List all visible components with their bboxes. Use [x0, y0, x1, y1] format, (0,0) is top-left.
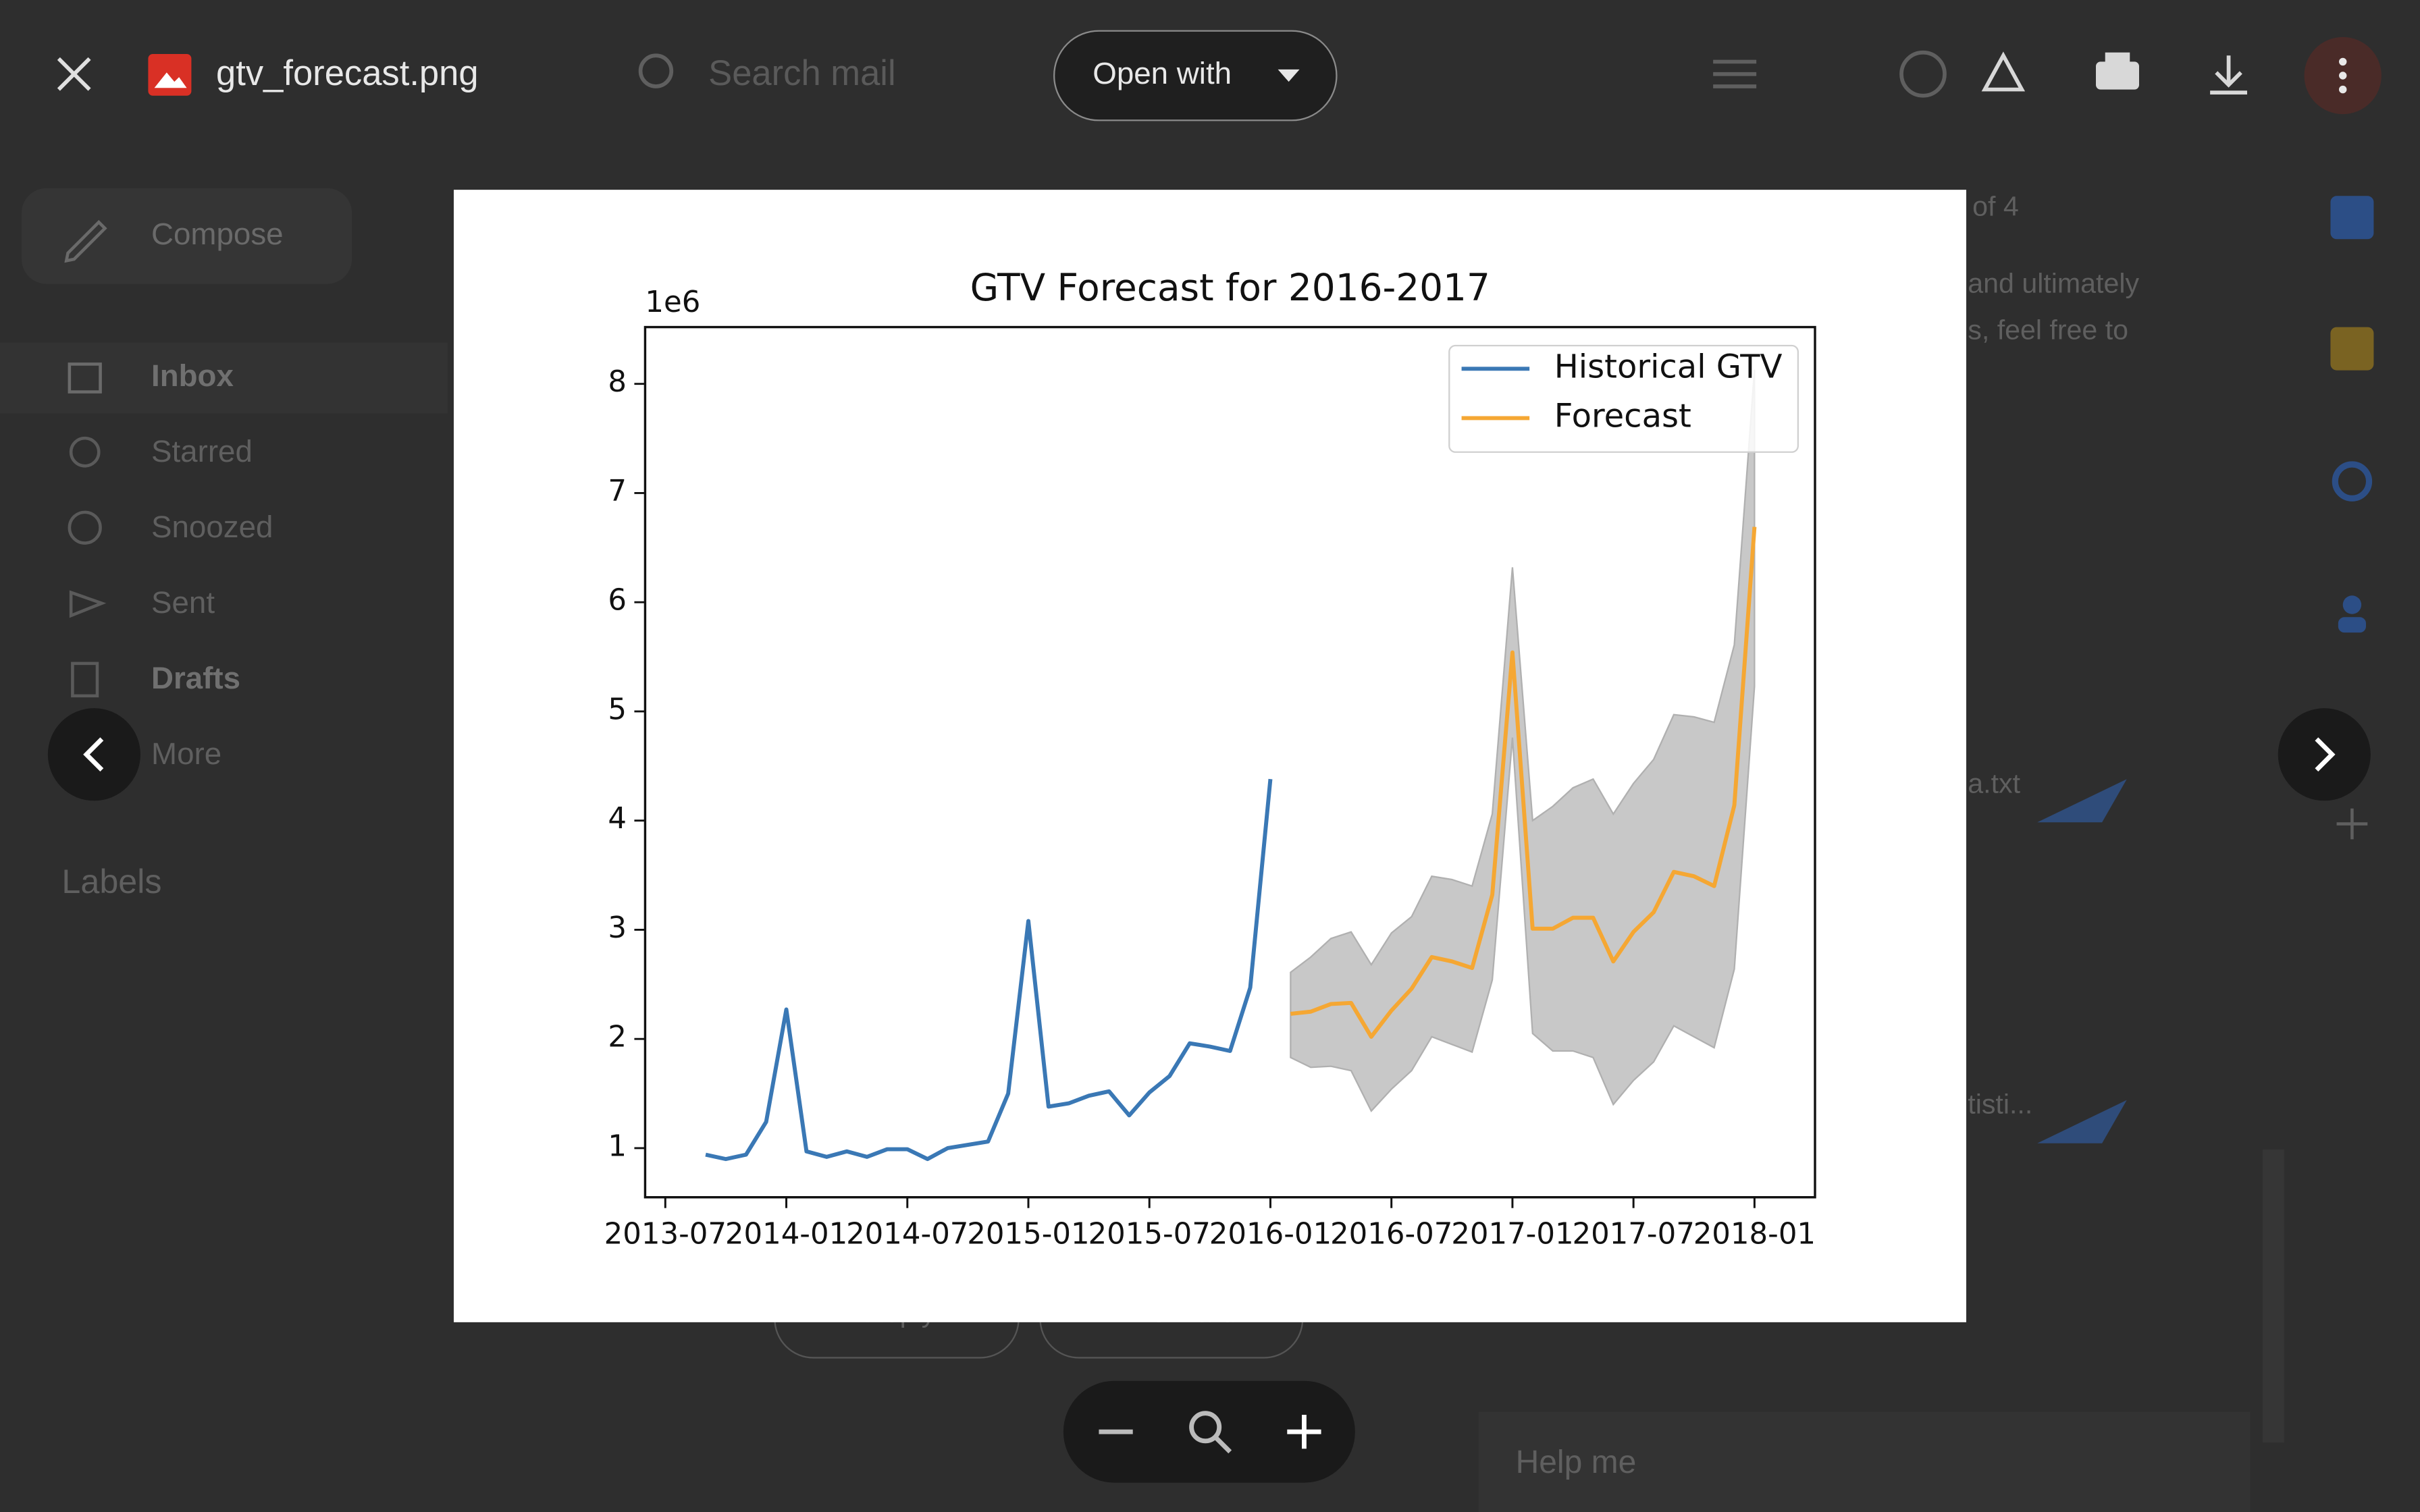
more-dot [2339, 72, 2347, 80]
axis-offset-label: 1e6 [645, 286, 700, 319]
file-icon [148, 54, 192, 96]
inbox-icon [68, 362, 102, 394]
print-icon-top [2105, 52, 2130, 65]
x-tick-label: 2017-01 [1451, 1217, 1573, 1251]
next-button[interactable] [2278, 708, 2371, 801]
scrollbar [2262, 1149, 2284, 1443]
help-me-panel [1478, 1411, 2251, 1512]
more-dot [2339, 57, 2347, 66]
x-tick-label: 2013-07 [604, 1217, 727, 1251]
x-tick-label: 2016-07 [1330, 1217, 1452, 1251]
x-tick-label: 2015-01 [967, 1217, 1089, 1251]
attachment-name: tisti... [1968, 1089, 2032, 1120]
open-with-label: Open with [1093, 56, 1232, 90]
inbox-row[interactable] [0, 342, 448, 414]
legend [1448, 344, 1799, 453]
nav-item[interactable]: More [151, 736, 221, 771]
more-dot [2339, 85, 2347, 94]
nav-item[interactable]: Inbox [151, 358, 234, 393]
add-to-drive-button[interactable] [1981, 51, 2026, 92]
legend-label: Forecast [1554, 397, 1691, 435]
tasks-icon[interactable] [2332, 461, 2373, 502]
plot-frame [643, 325, 1816, 1199]
attachment-name: a.txt [1968, 767, 2020, 799]
open-with-button[interactable] [1053, 30, 1338, 122]
y-tick-label: 1 [608, 1129, 627, 1163]
search-placeholder[interactable]: Search mail [708, 53, 896, 93]
print-button[interactable] [2096, 61, 2139, 90]
zoom-in-button[interactable] [1287, 1415, 1321, 1449]
compose-button[interactable] [22, 188, 352, 284]
legend-label: Historical GTV [1554, 348, 1783, 385]
starred-icon [69, 436, 101, 468]
download-button[interactable] [2210, 55, 2247, 94]
x-tick-label: 2018-01 [1693, 1217, 1816, 1251]
y-tick-label: 6 [608, 584, 627, 618]
drafts-icon [71, 662, 99, 698]
next-arrow [2315, 737, 2336, 772]
compose-icon [64, 219, 107, 263]
x-tick-label: 2015-07 [1088, 1217, 1211, 1251]
add-icon[interactable] [2336, 808, 2368, 840]
file-name: gtv_forecast.png [216, 53, 479, 93]
previous-arrow [83, 737, 104, 772]
attachment-corner [2037, 779, 2127, 823]
y-tick-label: 4 [608, 802, 627, 836]
search-icon [638, 53, 674, 88]
x-tick-label: 2014-07 [846, 1217, 968, 1251]
filter-icon [1713, 59, 1757, 88]
compose-label: Compose [151, 217, 284, 251]
sidebar: Compose Labels Inbox Starred Snoozed Sent Dr… [0, 188, 448, 900]
y-tick-label: 3 [608, 911, 627, 945]
y-tick-label: 8 [608, 365, 627, 399]
help-me-label: Help me [1516, 1444, 1637, 1480]
zoom-reset-handle [1214, 1436, 1232, 1454]
header: gtv_forecast.png Search mail Open with [57, 30, 2382, 122]
contacts-icon [2338, 617, 2366, 633]
labels-heading: Labels [61, 862, 161, 900]
nav-item[interactable]: Sent [151, 585, 215, 620]
page-count: of 4 [1972, 190, 2019, 221]
mail-line: s, feel free to [1968, 314, 2128, 345]
chart: GTV Forecast for 2016-2017 1e6 1 2 3 4 5 6 7 8 201… [604, 266, 1816, 1251]
contacts-icon[interactable] [2342, 595, 2362, 614]
y-tick-label: 5 [608, 693, 627, 726]
dropdown-arrow [1278, 69, 1300, 82]
file-icon-glyph [154, 72, 187, 88]
y-tick-label: 7 [608, 475, 627, 508]
previous-button[interactable] [47, 708, 140, 801]
x-tick-label: 2016-01 [1209, 1217, 1332, 1251]
zoom-bar [1063, 1380, 1355, 1483]
x-tick-label: 2017-07 [1572, 1217, 1694, 1251]
calendar-icon[interactable] [2330, 196, 2374, 240]
mail-line: and ultimately [1968, 268, 2139, 299]
y-tick-label: 2 [608, 1021, 627, 1054]
close-button[interactable] [57, 57, 91, 91]
attachment-corner [2037, 1100, 2127, 1143]
keep-icon[interactable] [2330, 327, 2374, 371]
x-tick-label: 2014-01 [725, 1217, 847, 1251]
nav-item[interactable]: Snoozed [151, 510, 273, 544]
data-line [705, 778, 1273, 1162]
help-icon [1899, 50, 1947, 98]
snoozed-icon [68, 510, 102, 545]
data-line [1290, 526, 1757, 1039]
nav-item[interactable]: Starred [151, 434, 253, 468]
chart-title: GTV Forecast for 2016-2017 [970, 266, 1490, 309]
sent-icon [69, 590, 107, 618]
nav-item[interactable]: Drafts [151, 661, 240, 695]
zoom-reset-button[interactable] [1189, 1411, 1222, 1444]
